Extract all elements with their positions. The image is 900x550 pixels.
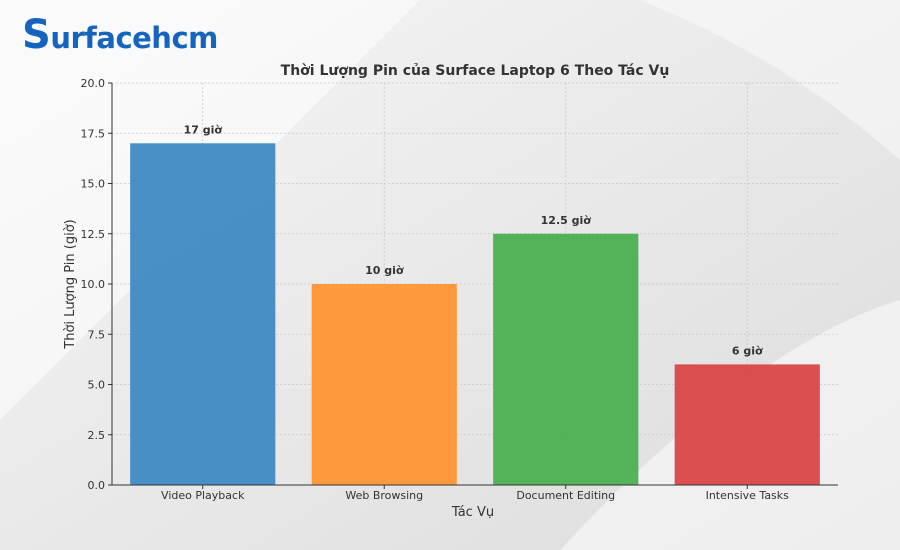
y-tick-label: 2.5 xyxy=(88,429,106,442)
y-tick-label: 7.5 xyxy=(88,328,106,341)
y-tick-label: 17.5 xyxy=(81,127,106,140)
data-label: 6 giờ xyxy=(732,344,763,357)
data-label: 10 giờ xyxy=(365,264,404,277)
y-tick-label: 5.0 xyxy=(88,379,106,392)
bar-web-browsing xyxy=(311,284,457,485)
y-axis-label: Thời Lượng Pin (giờ) xyxy=(63,219,78,349)
x-axis-ticks: Video Playback Web Browsing Document Editi… xyxy=(161,485,789,502)
y-tick-label: 15.0 xyxy=(81,178,106,191)
y-axis-ticks: 0.0 2.5 5.0 7.5 10.0 12.5 15.0 17.5 20.0 xyxy=(81,77,112,492)
x-tick-label: Web Browsing xyxy=(345,489,423,502)
chart-data-labels: 17 giờ 10 giờ 12.5 giờ 6 giờ xyxy=(184,123,763,357)
bar-video-playback xyxy=(130,143,276,486)
brand-logo: Surfacehcm xyxy=(22,12,218,58)
chart-bars xyxy=(130,143,820,486)
x-tick-label: Video Playback xyxy=(161,489,245,502)
x-tick-label: Document Editing xyxy=(516,489,615,502)
data-label: 12.5 giờ xyxy=(541,214,592,227)
x-tick-label: Intensive Tasks xyxy=(706,489,790,502)
logo-text: urfacehcm xyxy=(50,21,218,55)
y-tick-label: 20.0 xyxy=(81,77,106,90)
y-tick-label: 12.5 xyxy=(81,228,106,241)
y-tick-label: 0.0 xyxy=(88,479,106,492)
data-label: 17 giờ xyxy=(184,123,223,136)
chart-title: Thời Lượng Pin của Surface Laptop 6 Theo… xyxy=(281,63,670,79)
logo-initial: S xyxy=(22,12,51,58)
y-tick-label: 10.0 xyxy=(81,278,106,291)
x-axis-label: Tác Vụ xyxy=(451,505,494,520)
chart-axes xyxy=(111,83,838,486)
bar-intensive-tasks xyxy=(674,364,820,485)
bar-document-editing xyxy=(493,233,639,485)
